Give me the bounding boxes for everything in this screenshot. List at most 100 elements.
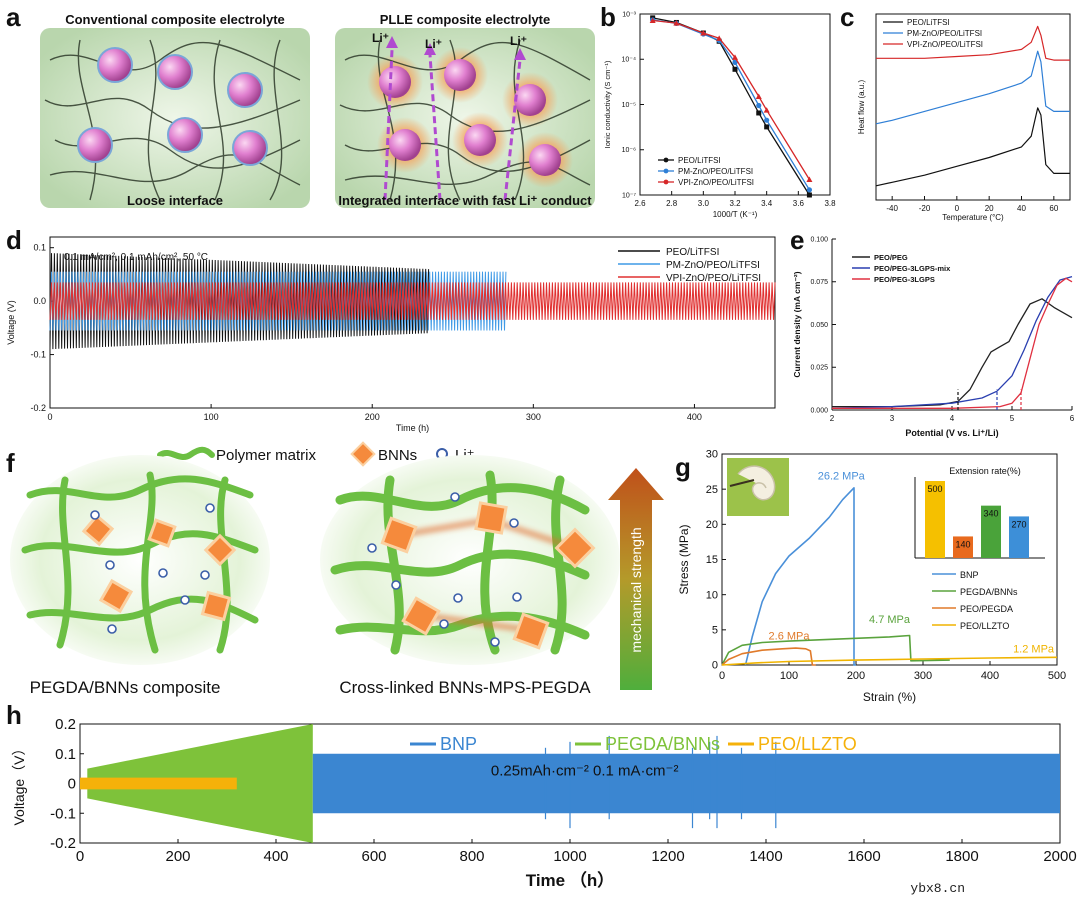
chart-g-ytick-label: 5 (712, 625, 718, 637)
panel-f-left-caption: PEGDA/BNNs composite (30, 678, 221, 697)
chart-h-annotation: 0.25mAh·cm⁻² 0.1 mA·cm⁻² (491, 763, 679, 780)
chart-c-ylabel: Heat flow (a.u.) (857, 80, 866, 135)
panel-a-ion-paths (383, 49, 522, 201)
panel-f-left-bnns (81, 513, 237, 622)
chart-g-xtick-label: 500 (1048, 670, 1066, 682)
panel-label-h: h (6, 700, 22, 730)
chart-g-ytick-label: 15 (706, 554, 718, 566)
panel-label-a: a (6, 2, 21, 32)
chart-g-peak-label: 4.7 MPa (869, 614, 911, 626)
chart-c-legend-label: PM-ZnO/PEO/LiTFSI (907, 29, 982, 38)
chart-g-line-0 (744, 486, 856, 666)
chart-d-cycling-2 (49, 282, 776, 320)
chart-g-inset-title: Extension rate(%) (949, 466, 1021, 476)
panel-a-li-label-3: Li⁺ (510, 34, 527, 48)
chart-h-xtick-label: 400 (263, 848, 288, 865)
chart-e-ytick-label: 0.075 (810, 279, 828, 286)
film-photo-inset (727, 458, 789, 516)
chart-h-ytick-label: -0.2 (50, 835, 76, 852)
panel-d: d 0 100 200 300 400 -0.2 -0.1 0.0 0.1 PEO/LiTFSI P… (0, 225, 790, 450)
chart-d-ytick-label: -0.2 (30, 403, 46, 413)
chart-g-legend-label: BNP (960, 570, 979, 580)
chart-g-ylabel: Stress (MPa) (677, 524, 691, 594)
chart-g-inset-bar-label: 500 (927, 484, 942, 494)
chart-b-ytick-label: 10⁻³ (622, 11, 636, 18)
chart-h-ytick-label: 0.1 (55, 746, 76, 763)
panel-a-schematic: Conventional composite electrolyte PLLE … (40, 12, 595, 208)
chart-g-ytick-label: 0 (712, 660, 718, 672)
chart-b-ylabel: Ionic conductivity (S cm⁻¹) (603, 60, 612, 148)
panel-a-left-caption: Loose interface (127, 193, 223, 208)
chart-d-xlabel: Time (h) (396, 423, 429, 433)
film-photo-sample (737, 465, 776, 501)
chart-b-point (764, 117, 770, 123)
panel-label-d: d (6, 225, 22, 255)
chart-c-line-0 (875, 107, 1070, 187)
chart-g-inset-bar-label: 340 (983, 509, 998, 519)
chart-h-xtick-label: 1400 (749, 848, 782, 865)
panel-a: a (0, 0, 600, 225)
chart-d-ytick-label: 0.0 (33, 296, 46, 306)
panel-label-e: e (790, 225, 805, 255)
chart-e-xtick-label: 2 (830, 414, 835, 423)
chart-e-xtick-label: 6 (1070, 414, 1075, 423)
chart-h-xtick-label: 200 (165, 848, 190, 865)
chart-c-legend-label: PEO/LiTFSI (907, 18, 950, 27)
chart-c-xtick-label: -40 (886, 204, 898, 213)
chart-c-xtick-label: 60 (1049, 204, 1058, 213)
chart-d-xtick-label: 200 (365, 412, 380, 422)
chart-g-peak-label: 2.6 MPa (769, 631, 811, 643)
chart-c: -40 -20 0 20 40 60 PEO/LiTFSI PM-ZnO/PEO/LiTFSI… (857, 13, 1071, 222)
chart-e-xtick-label: 4 (950, 414, 955, 423)
chart-e-ytick-label: 0.025 (810, 365, 828, 372)
chart-b-point (756, 110, 762, 116)
panel-label-g: g (675, 452, 691, 482)
chart-g-ytick-label: 25 (706, 484, 718, 496)
chart-g-inset-bar (981, 505, 1001, 558)
chart-h-ylabel: Voltage（V） (11, 741, 27, 825)
chart-b-ytick-label: 10⁻⁴ (622, 57, 637, 64)
chart-g-legend-label: PEO/LLZTO (960, 621, 1009, 631)
chart-d-ytick-label: 0.1 (33, 243, 46, 253)
chart-d-xtick-label: 400 (687, 412, 702, 422)
chart-h-legend-label: PEGDA/BNNs (605, 734, 720, 754)
panel-b: b 2.6 2.8 3.0 3.2 3.4 3.6 3.8 10⁻⁷ 10⁻⁶ 10⁻⁵ 10⁻⁴ 1… (598, 0, 838, 225)
chart-b-xtick-label: 2.6 (634, 199, 646, 208)
panel-label-c: c (840, 2, 855, 32)
chart-b-xtick-label: 3.4 (761, 199, 773, 208)
panel-label-b: b (600, 2, 616, 32)
panel-a-right-title: PLLE composite electrolyte (380, 12, 551, 27)
chart-b: 2.6 2.8 3.0 3.2 3.4 3.6 3.8 10⁻⁷ 10⁻⁶ 10⁻⁵ 10⁻⁴ 10⁻… (603, 11, 836, 219)
chart-h-cycling-2 (80, 777, 237, 790)
chart-c-line-2 (876, 25, 1070, 61)
chart-c-xtick-label: 20 (985, 204, 994, 213)
chart-b-ytick-label: 10⁻⁷ (622, 192, 636, 199)
chart-g-ytick-label: 20 (706, 519, 718, 531)
chart-b-line-1 (652, 19, 810, 191)
panel-h: h 0 200 400 600 800 1000 1200 1400 1600 1800 2000 -… (0, 700, 1080, 908)
chart-d: 0 100 200 300 400 -0.2 -0.1 0.0 0.1 PEO/LiTFSI PM-… (6, 236, 776, 433)
chart-g-xtick-label: 300 (914, 670, 932, 682)
chart-h: 0 200 400 600 800 1000 1200 1400 1600 1800 2000 -0.… (11, 716, 1077, 890)
chart-g-line-3 (721, 656, 1058, 666)
chart-e-ylabel: Current density (mA cm⁻²) (792, 271, 802, 377)
panel-f: f Polymer matrix BNNs Li⁺ (0, 440, 700, 705)
chart-g-inset-bar (1009, 516, 1029, 558)
chart-g-inset-bar (953, 536, 973, 558)
chart-g-xtick-label: 100 (780, 670, 798, 682)
chart-b-point (732, 59, 738, 66)
panel-e: e 2 3 4 5 6 0.000 0.025 0.050 0.075 0.100 PEO/PEG P… (790, 225, 1080, 450)
chart-e: 2 3 4 5 6 0.000 0.025 0.050 0.075 0.100 PEO/PEG PEO… (792, 236, 1075, 438)
chart-b-legend-label: PEO/LiTFSI (678, 156, 721, 165)
chart-h-xtick-label: 1800 (945, 848, 978, 865)
chart-h-legend-label: PEO/LLZTO (758, 734, 857, 754)
chart-b-point (700, 30, 707, 36)
chart-h-ytick-label: 0 (68, 776, 76, 793)
chart-g-line-2 (721, 647, 816, 666)
chart-e-ytick-label: 0.000 (810, 407, 828, 414)
watermark: ybx8.cn (910, 881, 965, 896)
chart-e-legend-label: PEO/PEG-3LGPS-mix (874, 264, 951, 273)
chart-c-xlabel: Temperature (°C) (942, 213, 1004, 222)
chart-e-xtick-label: 5 (1010, 414, 1015, 423)
panel-a-li-label-1: Li⁺ (372, 31, 389, 45)
